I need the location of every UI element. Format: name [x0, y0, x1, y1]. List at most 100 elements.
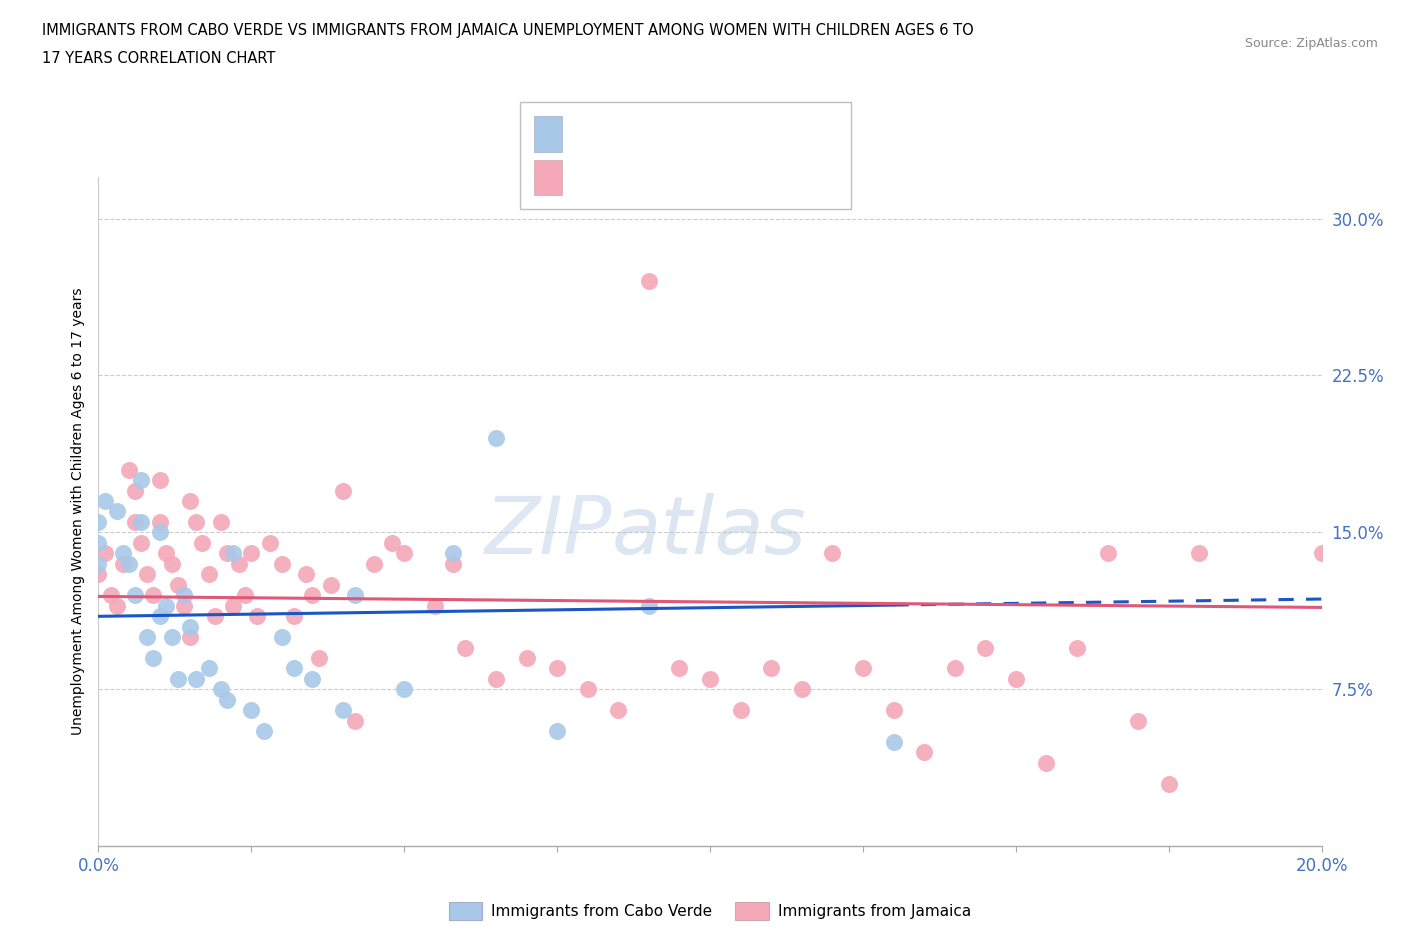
- Point: [392, 682, 416, 697]
- Point: [821, 546, 844, 561]
- Point: [136, 630, 159, 644]
- Point: [1066, 640, 1088, 655]
- Y-axis label: Unemployment Among Women with Children Ages 6 to 17 years: Unemployment Among Women with Children A…: [70, 287, 84, 736]
- Point: [883, 703, 905, 718]
- Point: [912, 745, 935, 760]
- Point: [209, 514, 232, 529]
- Point: [1035, 755, 1057, 770]
- Point: [179, 494, 201, 509]
- Point: [197, 567, 219, 582]
- Point: [637, 274, 661, 289]
- Point: [301, 588, 323, 603]
- Point: [943, 661, 966, 676]
- Point: [129, 536, 152, 551]
- Point: [142, 651, 165, 666]
- Text: N = 70: N = 70: [703, 168, 765, 187]
- Point: [392, 546, 416, 561]
- Point: [485, 671, 508, 686]
- Point: [129, 514, 152, 529]
- Point: [233, 588, 256, 603]
- Text: -0.038: -0.038: [621, 168, 681, 187]
- Point: [93, 546, 115, 561]
- Point: [1310, 546, 1333, 561]
- Point: [124, 514, 146, 529]
- Point: [105, 598, 128, 613]
- Text: R =: R =: [571, 125, 602, 143]
- Point: [105, 504, 128, 519]
- Point: [124, 484, 146, 498]
- Point: [283, 609, 305, 624]
- Point: [332, 484, 354, 498]
- Point: [93, 494, 115, 509]
- Point: [87, 567, 110, 582]
- Text: 17 YEARS CORRELATION CHART: 17 YEARS CORRELATION CHART: [42, 51, 276, 66]
- Point: [118, 556, 141, 571]
- Point: [215, 692, 238, 708]
- Point: [100, 588, 122, 603]
- Point: [1157, 776, 1180, 790]
- Text: ZIP: ZIP: [485, 493, 612, 571]
- Point: [790, 682, 813, 697]
- Point: [149, 525, 172, 540]
- Point: [111, 556, 134, 571]
- Point: [228, 556, 250, 571]
- Point: [240, 546, 263, 561]
- Point: [87, 536, 110, 551]
- Point: [308, 651, 330, 666]
- Point: [155, 598, 177, 613]
- Point: [240, 703, 263, 718]
- Point: [381, 536, 404, 551]
- Point: [186, 514, 208, 529]
- Point: [155, 546, 177, 561]
- Point: [197, 661, 219, 676]
- Point: [246, 609, 269, 624]
- Point: [1004, 671, 1026, 686]
- Point: [974, 640, 997, 655]
- Point: [87, 556, 110, 571]
- Point: [160, 556, 183, 571]
- Point: [222, 546, 245, 561]
- Point: [441, 546, 464, 561]
- Point: [332, 703, 354, 718]
- Point: [852, 661, 875, 676]
- Point: [516, 651, 538, 666]
- Text: N = 37: N = 37: [703, 125, 765, 143]
- Point: [191, 536, 214, 551]
- Point: [423, 598, 446, 613]
- Point: [167, 578, 190, 592]
- Point: [759, 661, 782, 676]
- Point: [173, 598, 195, 613]
- Point: [160, 630, 183, 644]
- Point: [270, 556, 292, 571]
- Point: [1128, 713, 1150, 728]
- Point: [301, 671, 323, 686]
- Point: [179, 630, 201, 644]
- Point: [252, 724, 274, 738]
- Legend: Immigrants from Cabo Verde, Immigrants from Jamaica: Immigrants from Cabo Verde, Immigrants f…: [443, 896, 977, 925]
- Point: [319, 578, 342, 592]
- Point: [87, 514, 110, 529]
- Point: [129, 472, 152, 487]
- Point: [118, 462, 141, 477]
- Point: [344, 713, 367, 728]
- Point: [283, 661, 305, 676]
- Point: [441, 556, 464, 571]
- Point: [607, 703, 630, 718]
- Point: [204, 609, 226, 624]
- Point: [270, 630, 292, 644]
- Point: [883, 735, 905, 750]
- Point: [637, 598, 661, 613]
- Point: [454, 640, 477, 655]
- Point: [259, 536, 281, 551]
- Point: [173, 588, 195, 603]
- Point: [186, 671, 208, 686]
- Point: [344, 588, 367, 603]
- Text: Source: ZipAtlas.com: Source: ZipAtlas.com: [1244, 37, 1378, 50]
- Point: [222, 598, 245, 613]
- Point: [209, 682, 232, 697]
- Point: [149, 472, 172, 487]
- Point: [1188, 546, 1211, 561]
- Point: [699, 671, 721, 686]
- Point: [167, 671, 190, 686]
- Point: [485, 431, 508, 445]
